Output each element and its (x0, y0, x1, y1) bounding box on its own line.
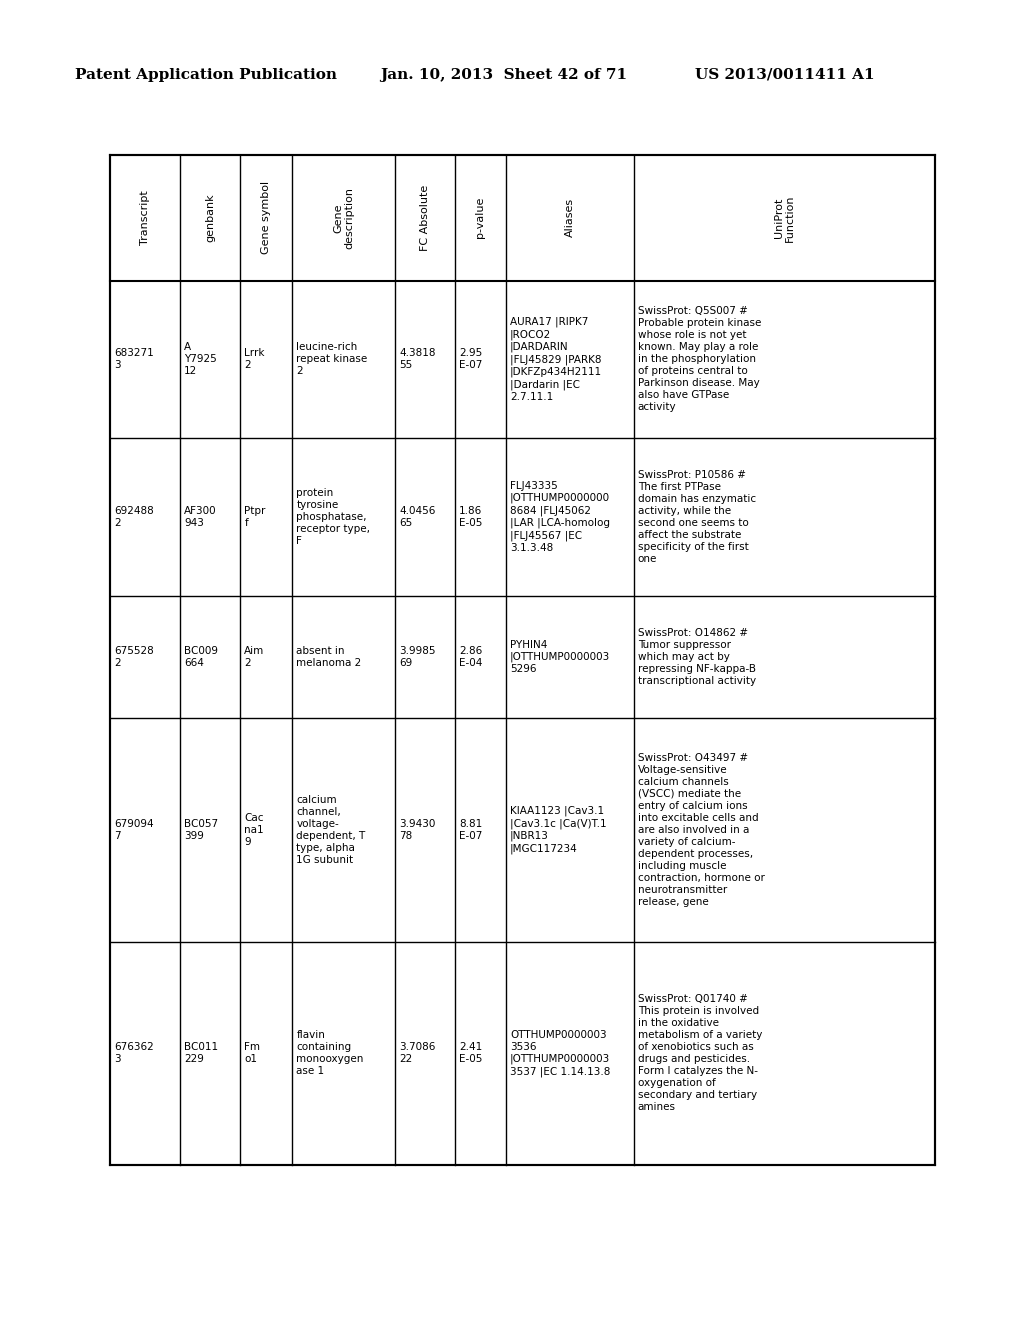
Text: 8.81
E-07: 8.81 E-07 (459, 818, 482, 841)
Text: p-value: p-value (475, 197, 485, 239)
Text: SwissProt: Q5S007 #
Probable protein kinase
whose role is not yet
known. May pla: SwissProt: Q5S007 # Probable protein kin… (638, 306, 761, 412)
Text: calcium
channel,
voltage-
dependent, T
type, alpha
1G subunit: calcium channel, voltage- dependent, T t… (296, 795, 366, 865)
Text: US 2013/0011411 A1: US 2013/0011411 A1 (695, 69, 874, 82)
Text: KIAA1123 |Cav3.1
|Cav3.1c |Ca(V)T.1
|NBR13
|MGC117234: KIAA1123 |Cav3.1 |Cav3.1c |Ca(V)T.1 |NBR… (510, 805, 606, 854)
Text: OTTHUMP0000003
3536
|OTTHUMP0000003
3537 |EC 1.14.13.8: OTTHUMP0000003 3536 |OTTHUMP0000003 3537… (510, 1030, 610, 1077)
Text: 679094
7: 679094 7 (114, 818, 154, 841)
Text: UniProt
Function: UniProt Function (774, 194, 796, 242)
Text: absent in
melanoma 2: absent in melanoma 2 (296, 645, 361, 668)
Text: Aliases: Aliases (565, 198, 574, 238)
Text: SwissProt: O14862 #
Tumor suppressor
which may act by
repressing NF-kappa-B
tran: SwissProt: O14862 # Tumor suppressor whi… (638, 628, 756, 686)
Text: Lrrk
2: Lrrk 2 (245, 348, 265, 371)
Text: SwissProt: O43497 #
Voltage-sensitive
calcium channels
(VSCC) mediate the
entry : SwissProt: O43497 # Voltage-sensitive ca… (638, 752, 765, 907)
Text: BC009
664: BC009 664 (184, 645, 218, 668)
Text: genbank: genbank (205, 194, 215, 242)
Text: Cac
na1
9: Cac na1 9 (245, 813, 264, 846)
Text: Gene symbol: Gene symbol (261, 181, 271, 255)
Text: BC057
399: BC057 399 (184, 818, 218, 841)
Text: 4.0456
65: 4.0456 65 (399, 506, 436, 528)
Text: BC011
229: BC011 229 (184, 1043, 218, 1064)
Text: 3.7086
22: 3.7086 22 (399, 1043, 436, 1064)
Text: Ptpr
f: Ptpr f (245, 506, 265, 528)
Text: PYHIN4
|OTTHUMP0000003
5296: PYHIN4 |OTTHUMP0000003 5296 (510, 640, 610, 675)
Text: Fm
o1: Fm o1 (245, 1043, 260, 1064)
Text: 692488
2: 692488 2 (114, 506, 154, 528)
Text: Transcript: Transcript (140, 190, 151, 246)
Text: 683271
3: 683271 3 (114, 348, 154, 371)
Text: AURA17 |RIPK7
|ROCO2
|DARDARIN
|FLJ45829 |PARK8
|DKFZp434H2111
|Dardarin |EC
2.7: AURA17 |RIPK7 |ROCO2 |DARDARIN |FLJ45829… (510, 317, 602, 401)
Text: A
Y7925
12: A Y7925 12 (184, 342, 217, 376)
Text: 1.86
E-05: 1.86 E-05 (459, 506, 482, 528)
Text: 4.3818
55: 4.3818 55 (399, 348, 436, 371)
Text: 2.86
E-04: 2.86 E-04 (459, 645, 482, 668)
Text: AF300
943: AF300 943 (184, 506, 217, 528)
Text: leucine-rich
repeat kinase
2: leucine-rich repeat kinase 2 (296, 342, 368, 376)
Text: 2.41
E-05: 2.41 E-05 (459, 1043, 482, 1064)
Text: 676362
3: 676362 3 (114, 1043, 154, 1064)
Text: 2.95
E-07: 2.95 E-07 (459, 348, 482, 371)
Text: Gene
description: Gene description (333, 187, 354, 248)
Text: flavin
containing
monooxygen
ase 1: flavin containing monooxygen ase 1 (296, 1030, 364, 1076)
Text: FLJ43335
|OTTHUMP0000000
8684 |FLJ45062
|LAR |LCA-homolog
|FLJ45567 |EC
3.1.3.48: FLJ43335 |OTTHUMP0000000 8684 |FLJ45062 … (510, 480, 610, 553)
Text: SwissProt: Q01740 #
This protein is involved
in the oxidative
metabolism of a va: SwissProt: Q01740 # This protein is invo… (638, 994, 762, 1113)
Text: Jan. 10, 2013  Sheet 42 of 71: Jan. 10, 2013 Sheet 42 of 71 (380, 69, 627, 82)
Text: protein
tyrosine
phosphatase,
receptor type,
F: protein tyrosine phosphatase, receptor t… (296, 488, 371, 546)
Text: FC Absolute: FC Absolute (420, 185, 430, 251)
Bar (110, 154, 935, 1166)
Text: Patent Application Publication: Patent Application Publication (75, 69, 337, 82)
Text: 675528
2: 675528 2 (114, 645, 154, 668)
Text: Aim
2: Aim 2 (245, 645, 264, 668)
Text: SwissProt: P10586 #
The first PTPase
domain has enzymatic
activity, while the
se: SwissProt: P10586 # The first PTPase dom… (638, 470, 756, 564)
Text: 3.9985
69: 3.9985 69 (399, 645, 436, 668)
Text: 3.9430
78: 3.9430 78 (399, 818, 436, 841)
